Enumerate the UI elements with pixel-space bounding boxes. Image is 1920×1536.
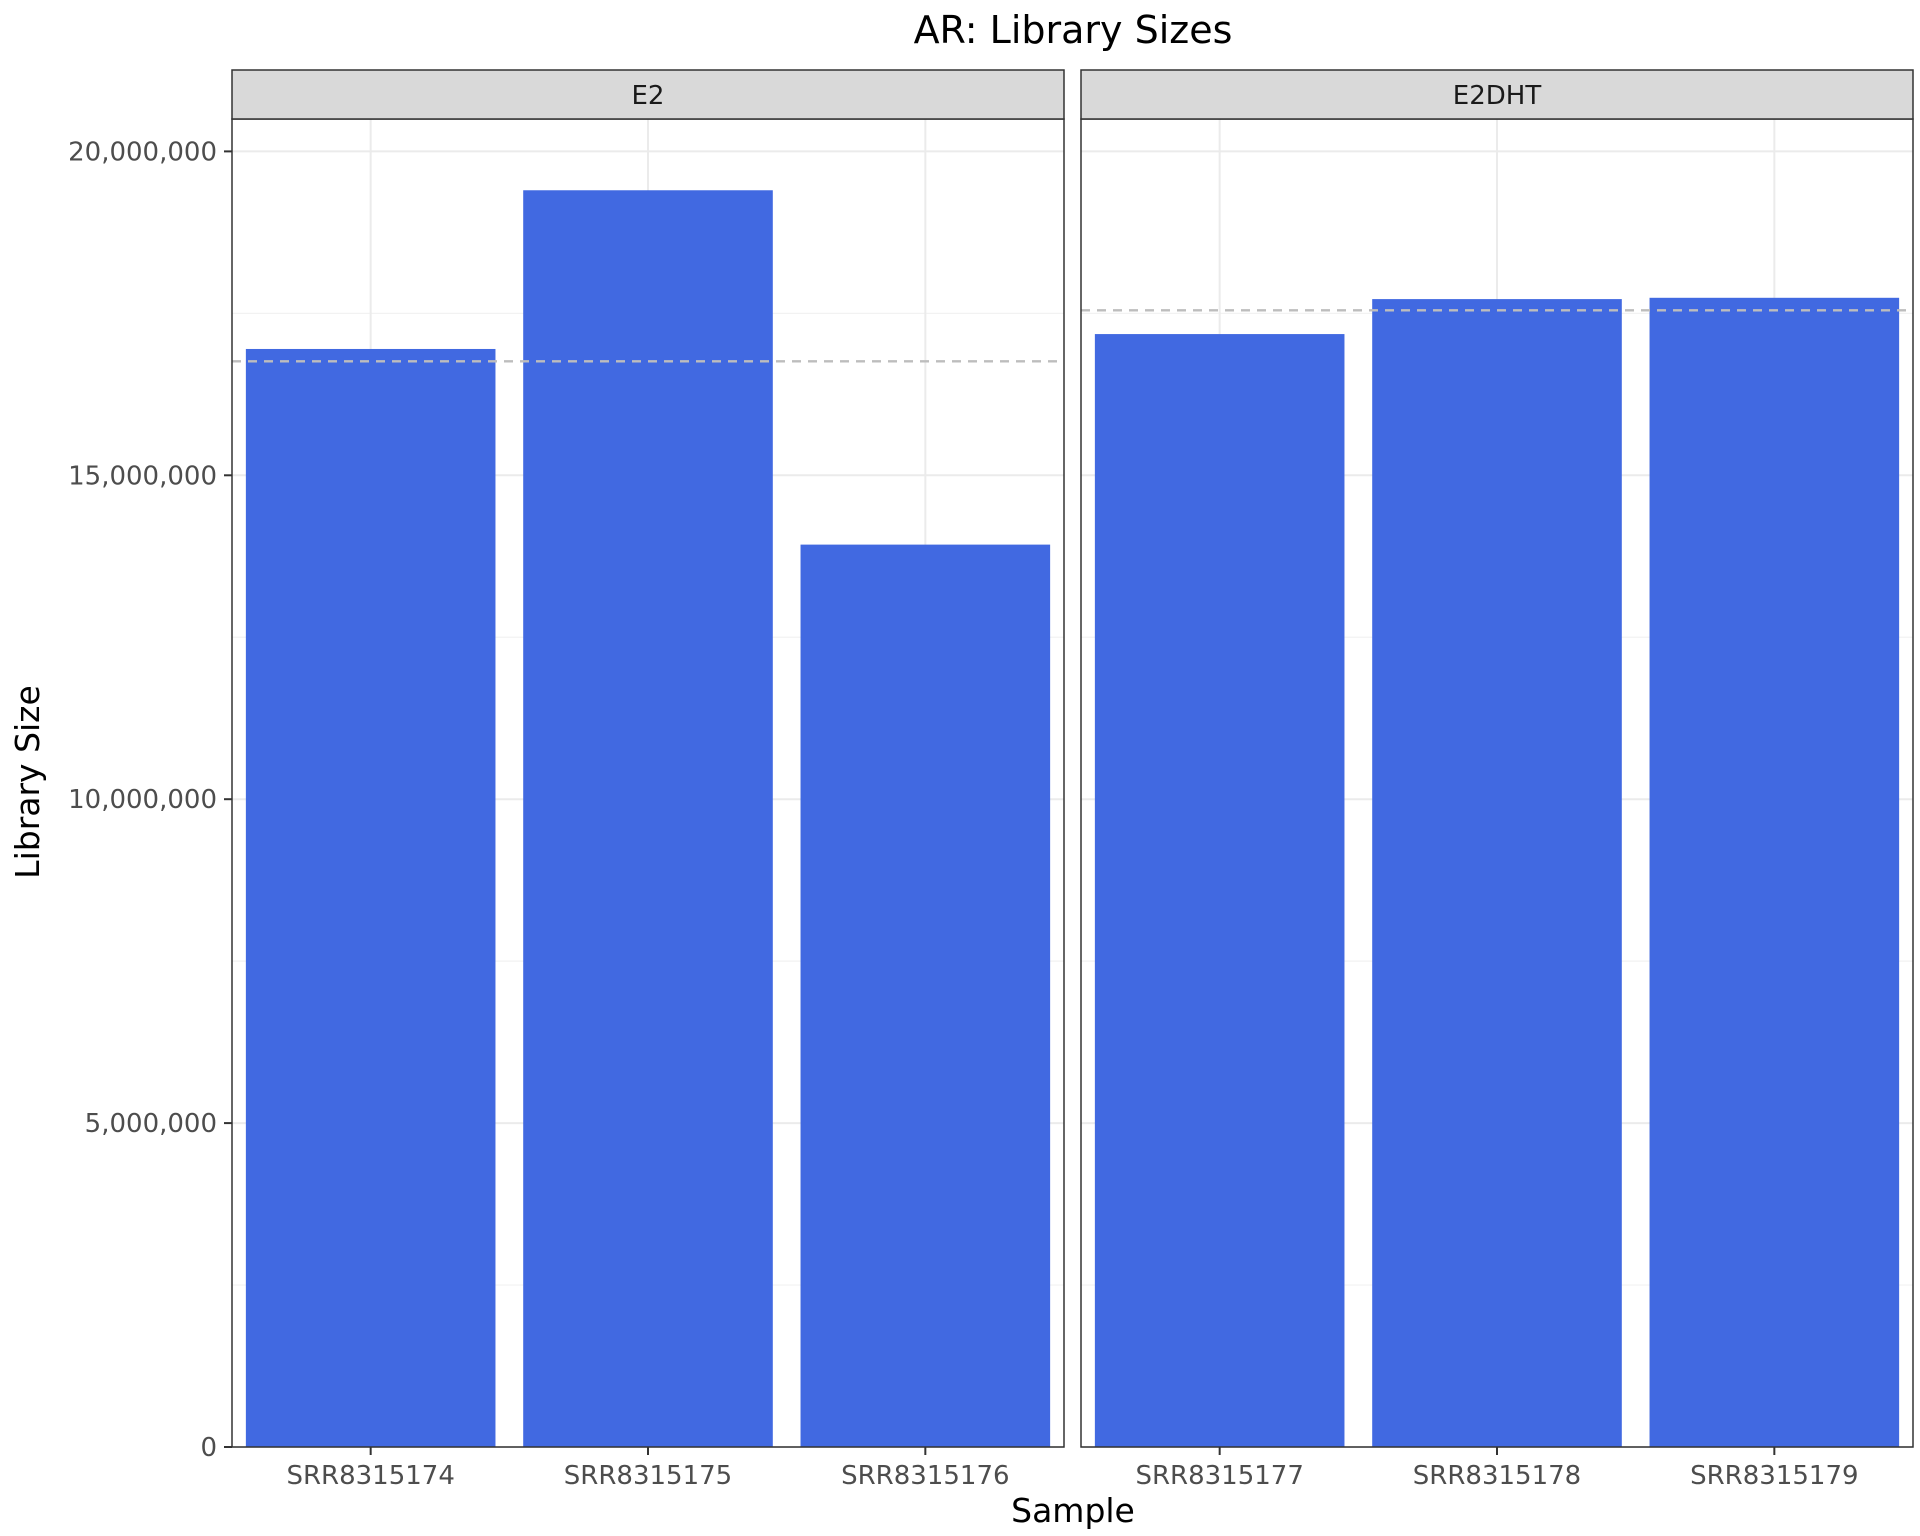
y-tick-label: 15,000,000 — [68, 461, 217, 491]
y-axis-title: Library Size — [8, 685, 47, 879]
bar-srr8315179 — [1649, 297, 1900, 1447]
facet-strip-label: E2 — [632, 81, 665, 111]
x-axis-title: Sample — [1011, 1491, 1135, 1530]
x-tick-label: SRR8315179 — [1690, 1461, 1858, 1491]
facet-strip-label: E2DHT — [1453, 81, 1542, 111]
x-tick-label: SRR8315177 — [1135, 1461, 1303, 1491]
facet-strip — [1080, 69, 1914, 120]
y-tick-label: 0 — [200, 1433, 217, 1463]
y-tick-label: 5,000,000 — [85, 1109, 217, 1139]
bar-srr8315178 — [1372, 299, 1622, 1448]
chart-title: AR: Library Sizes — [914, 8, 1233, 52]
x-tick-label: SRR8315175 — [564, 1461, 732, 1491]
y-tick-label: 10,000,000 — [68, 785, 217, 815]
x-tick-label: SRR8315178 — [1413, 1461, 1581, 1491]
y-axis: 0 5,000,000 10,000,000 15,000,000 20,000,000 — [68, 137, 232, 1463]
x-tick-label: SRR8315176 — [841, 1461, 1009, 1491]
y-tick-label: 20,000,000 — [68, 137, 217, 167]
facet-panel-e2: E2 SRR8315174 SRR8315175 SRR8315176 — [231, 69, 1065, 1491]
facet-panel-e2dht: E2DHT SRR8315177 SRR8315178 SRR8315179 — [1080, 69, 1914, 1491]
x-tick-label: SRR8315174 — [286, 1461, 454, 1491]
bar-srr8315174 — [245, 348, 496, 1448]
bar-srr8315177 — [1094, 334, 1345, 1447]
facet-strip — [231, 69, 1065, 120]
facet-panels: E2 SRR8315174 SRR8315175 SRR8315176 E2DHT SRR… — [231, 69, 1914, 1491]
bar-srr8315175 — [523, 190, 773, 1447]
bar-srr8315176 — [800, 544, 1051, 1447]
